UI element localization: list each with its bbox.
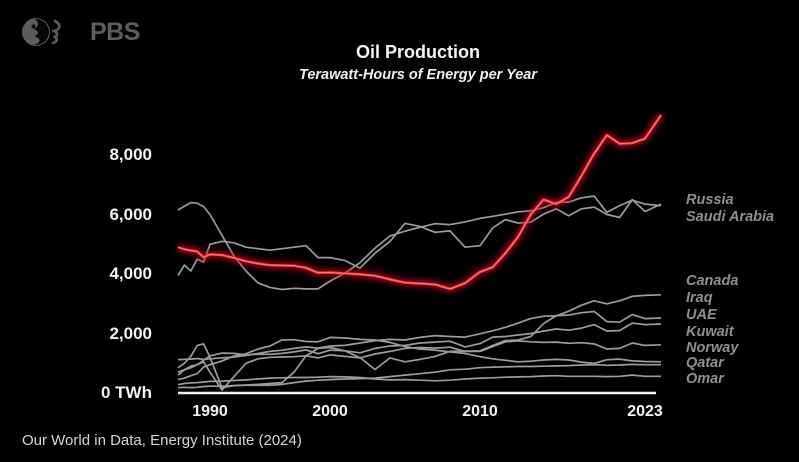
series-label-qatar: Qatar: [686, 355, 724, 371]
x-tick-label-1990: 1990: [192, 403, 228, 420]
y-tick-label-0: 0 TWh: [101, 383, 152, 402]
y-tick-label-8000: 8,000: [109, 145, 152, 164]
chart-subtitle: Terawatt-Hours of Energy per Year: [299, 67, 537, 83]
y-tick-label-6000: 6,000: [109, 204, 152, 224]
pbs-face-icon: [22, 18, 61, 46]
x-tick-label-2010: 2010: [462, 403, 498, 420]
series-label-uae: UAE: [686, 307, 717, 323]
y-tick-label-4000: 4,000: [109, 264, 152, 283]
series-label-iraq: Iraq: [686, 290, 713, 306]
line-russia: [177, 195, 662, 291]
line-red-highlight: [177, 114, 663, 291]
chart-header: Oil Production Terawatt-Hours of Energy …: [118, 42, 718, 83]
line-saudi-arabia: [177, 198, 662, 276]
pbs-logo: PBS: [20, 16, 140, 48]
line-uae: [177, 322, 662, 373]
series-label-canada: Canada: [686, 273, 739, 289]
pbs-logo-text: PBS: [90, 18, 140, 46]
series-label-omar: Omar: [686, 371, 724, 387]
series-label-saudi-arabia: Saudi Arabia: [686, 209, 775, 225]
y-tick-label-2000: 2,000: [109, 323, 152, 343]
line-kuwait: [177, 340, 662, 391]
line-norway: [177, 336, 662, 381]
line-qatar: [177, 363, 661, 389]
line-red-highlight: [177, 114, 662, 290]
x-tick-label-2023: 2023: [627, 403, 663, 420]
series-label-russia: Russia: [686, 192, 734, 208]
series-label-norway: Norway: [686, 340, 739, 356]
line-canada: [177, 293, 662, 361]
x-tick-label-2000: 2000: [312, 403, 348, 420]
chart-title: Oil Production: [356, 42, 480, 62]
series-label-kuwait: Kuwait: [686, 324, 734, 340]
line-omar: [177, 374, 661, 386]
source-credit: Our World in Data, Energy Institute (202…: [22, 432, 302, 449]
